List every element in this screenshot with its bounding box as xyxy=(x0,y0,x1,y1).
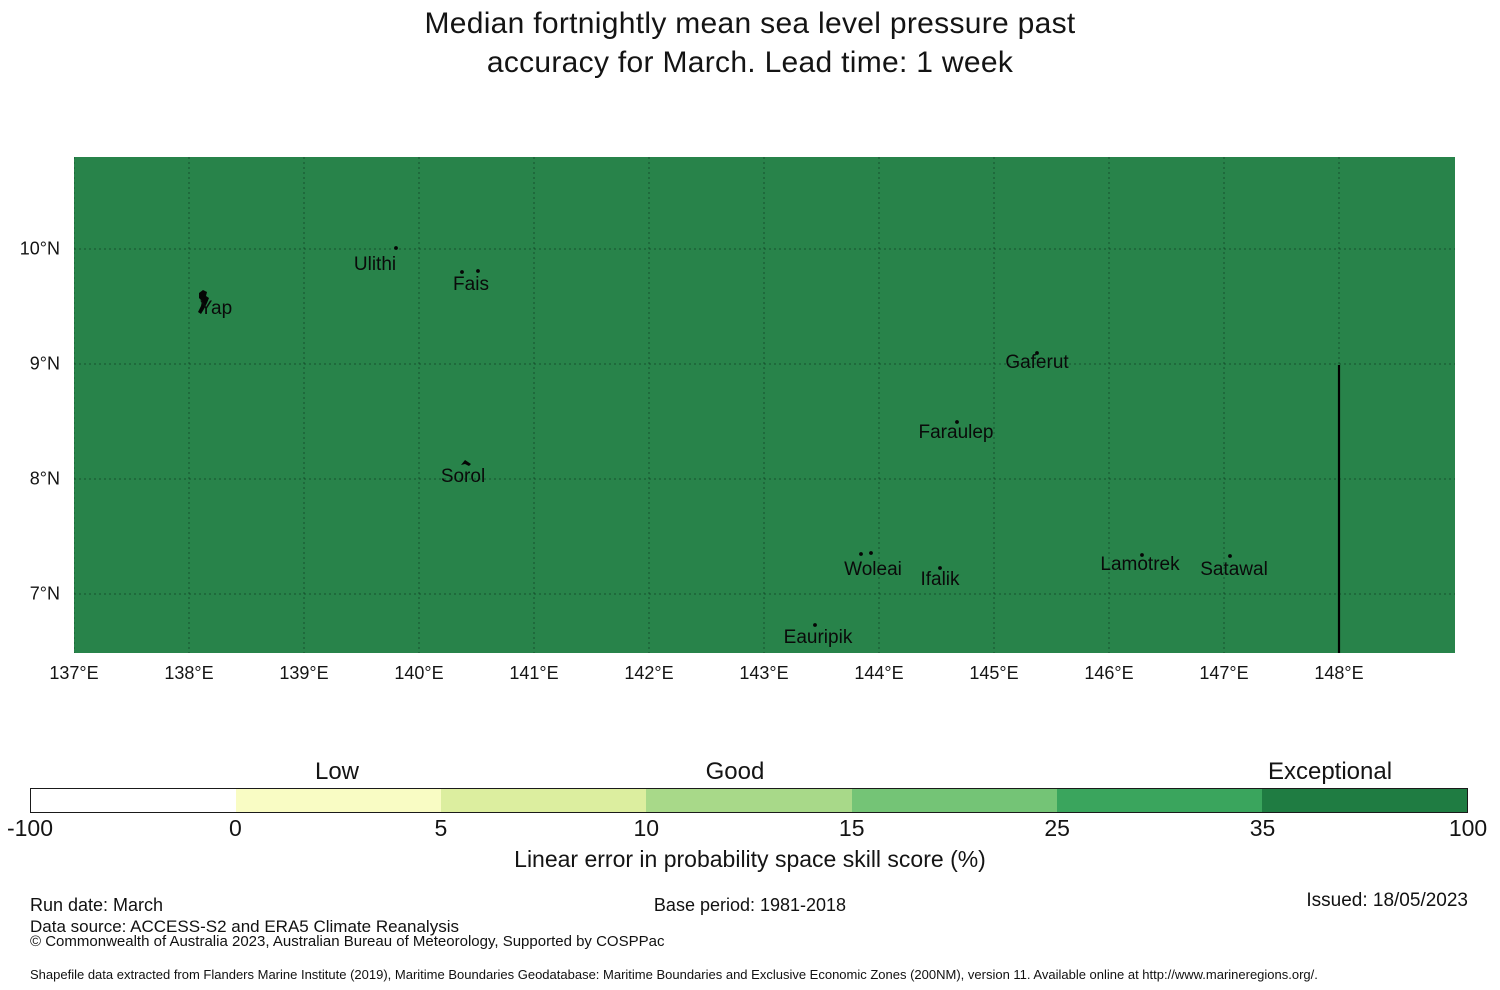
colorbar-segment xyxy=(851,789,1057,812)
island-marker-dot xyxy=(1035,351,1039,355)
x-tick-label: 147°E xyxy=(1199,663,1249,683)
colorbar-segment xyxy=(441,789,647,812)
y-tick-label: 7°N xyxy=(29,583,60,604)
colorbar-region-label: Low xyxy=(314,758,360,785)
footer-copyright: © Commonwealth of Australia 2023, Austra… xyxy=(30,933,665,950)
island-label: Lamotrek xyxy=(1100,554,1180,575)
island-label: Satawal xyxy=(1200,559,1268,580)
island-marker-dot xyxy=(955,420,959,424)
colorbar-segment xyxy=(1261,789,1467,812)
x-tick-label: 142°E xyxy=(624,663,674,683)
map-overlay xyxy=(74,157,1455,653)
x-tick-label: 144°E xyxy=(854,663,904,683)
chart-title-line2: accuracy for March. Lead time: 1 week xyxy=(486,46,1014,79)
colorbar-tick-label: -100 xyxy=(6,815,54,841)
x-tick-label: 140°E xyxy=(394,663,444,683)
x-tick-label: 139°E xyxy=(279,663,329,683)
island-label: Sorol xyxy=(440,466,486,487)
footer-data-source: Data source: ACCESS-S2 and ERA5 Climate … xyxy=(30,917,459,936)
x-tick-label: 146°E xyxy=(1084,663,1134,683)
footer-base-period: Base period: 1981-2018 xyxy=(653,895,847,915)
footer-run-date: Run date: March xyxy=(30,895,164,915)
colorbar-tick-label: 15 xyxy=(838,815,865,841)
colorbar-tick-label: 35 xyxy=(1249,815,1276,841)
colorbar-region-label: Good xyxy=(705,758,765,785)
colorbar-tick-label: 5 xyxy=(434,815,448,841)
island-marker-dot xyxy=(460,270,464,274)
island-marker-dot xyxy=(859,552,863,556)
y-tick-label: 8°N xyxy=(29,468,60,489)
island-marker-dot xyxy=(1228,554,1232,558)
map-canvas: Yap Ulithi Fais Sorol Gaferut Faraulep Woleai I… xyxy=(74,157,1455,653)
island-marker-dot xyxy=(869,551,873,555)
x-tick-label: 143°E xyxy=(739,663,789,683)
island-label: Fais xyxy=(453,274,489,295)
x-tick-label: 145°E xyxy=(969,663,1019,683)
colorbar-tick-label: 25 xyxy=(1044,815,1070,841)
colorbar-segment xyxy=(1056,789,1262,812)
colorbar-segment xyxy=(236,789,442,812)
island-marker-dot xyxy=(394,246,398,250)
island-marker-dot xyxy=(1140,553,1144,557)
footer-issued-date: Issued: 18/05/2023 xyxy=(1306,890,1468,911)
island-label: Eauripik xyxy=(783,627,853,648)
colorbar-tick-label: 0 xyxy=(229,815,242,841)
colorbar-tick-label: 100 xyxy=(1448,815,1488,841)
colorbar-region-label: Exceptional xyxy=(1267,758,1393,785)
island-label: Ifalik xyxy=(920,569,960,590)
island-marker-dot xyxy=(938,566,942,570)
colorbar-caption: Linear error in probability space skill … xyxy=(514,846,986,872)
island-label: Yap xyxy=(199,298,233,319)
x-tick-label: 138°E xyxy=(164,663,214,683)
island-label: Gaferut xyxy=(1005,352,1069,373)
colorbar xyxy=(30,788,1468,813)
colorbar-segment xyxy=(31,789,237,812)
colorbar-segment xyxy=(646,789,852,812)
y-tick-label: 9°N xyxy=(29,353,60,374)
x-tick-label: 137°E xyxy=(49,663,99,683)
island-marker-shape xyxy=(461,460,471,466)
y-tick-label: 10°N xyxy=(19,238,60,259)
island-label: Faraulep xyxy=(918,422,994,443)
island-marker-dot xyxy=(476,269,480,273)
chart-title-line1: Median fortnightly mean sea level pressu… xyxy=(424,7,1076,40)
island-label: Woleai xyxy=(844,559,902,580)
x-tick-label: 148°E xyxy=(1314,663,1364,683)
x-tick-label: 141°E xyxy=(509,663,559,683)
footer-shapefile-credit: Shapefile data extracted from Flanders M… xyxy=(30,967,1318,982)
island-label: Ulithi xyxy=(353,254,397,275)
island-marker-dot xyxy=(813,623,817,627)
island-marker-shape xyxy=(198,290,209,314)
colorbar-tick-label: 10 xyxy=(633,815,660,841)
chart-title: Median fortnightly mean sea level pressu… xyxy=(0,4,1500,82)
